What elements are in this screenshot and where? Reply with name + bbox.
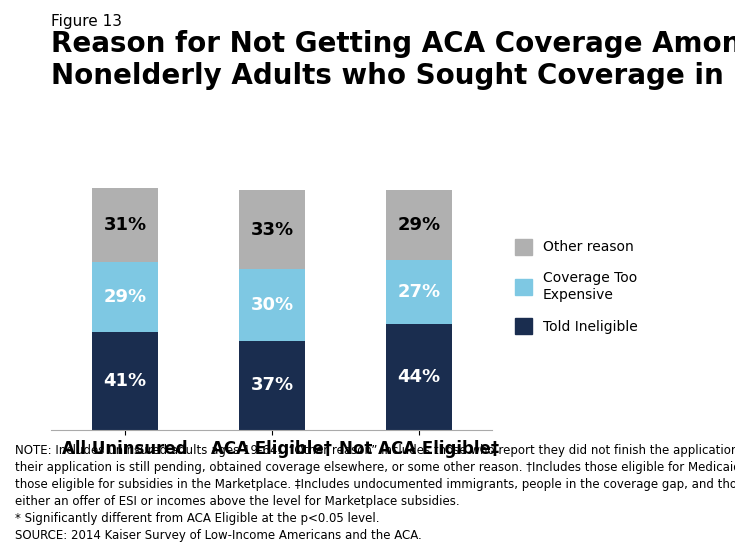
Bar — [92, 262, 158, 332]
Bar — [386, 260, 452, 325]
Bar — [92, 188, 158, 262]
Text: 41%: 41% — [104, 372, 146, 390]
Text: 29%: 29% — [398, 216, 440, 234]
Text: Reason for Not Getting ACA Coverage Among Uninsured
Nonelderly Adults who Sought: Reason for Not Getting ACA Coverage Amon… — [51, 30, 735, 90]
Text: 37%: 37% — [251, 376, 293, 395]
Bar — [386, 190, 452, 260]
Bar — [92, 332, 158, 430]
Text: 30%: 30% — [251, 296, 293, 314]
Text: 31%: 31% — [104, 216, 146, 234]
Text: NOTE: Includes uninsured adults ages 19-64.  “Other reason” includes those who r: NOTE: Includes uninsured adults ages 19-… — [15, 444, 735, 542]
Text: 44%: 44% — [398, 368, 440, 386]
Text: 29%: 29% — [104, 288, 146, 306]
Text: 33%: 33% — [251, 221, 293, 239]
Text: Figure 13: Figure 13 — [51, 14, 123, 29]
Bar — [239, 341, 305, 430]
Legend: Other reason, Coverage Too
Expensive, Told Ineligible: Other reason, Coverage Too Expensive, To… — [508, 232, 645, 341]
Bar — [386, 325, 452, 430]
Bar — [239, 190, 305, 269]
Text: 27%: 27% — [398, 283, 440, 301]
Bar — [239, 269, 305, 341]
